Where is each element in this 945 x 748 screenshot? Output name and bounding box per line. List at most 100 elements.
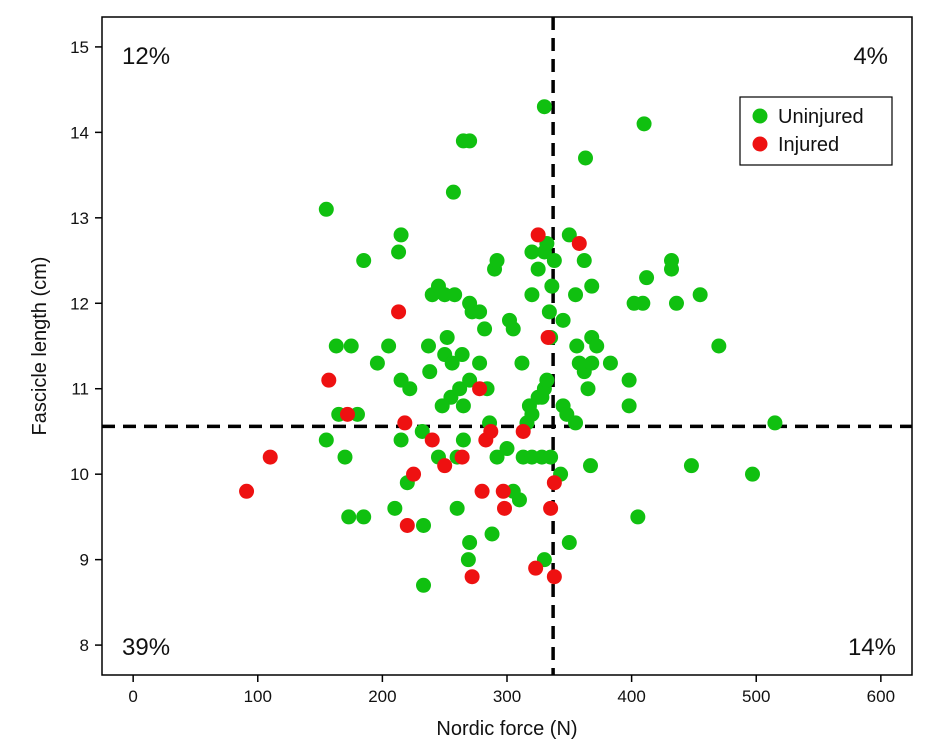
point-uninjured [543, 449, 559, 465]
point-uninjured [318, 201, 334, 217]
x-tick-label: 500 [742, 687, 770, 706]
point-injured [464, 569, 480, 585]
point-uninjured [460, 552, 476, 568]
point-injured [546, 475, 562, 491]
point-injured [399, 517, 415, 533]
point-injured [497, 500, 513, 516]
point-uninjured [536, 99, 552, 115]
point-injured [437, 458, 453, 474]
point-injured [454, 449, 470, 465]
y-tick-label: 13 [70, 209, 89, 228]
x-axis-title: Nordic force (N) [436, 718, 577, 740]
quadrant-label-bottom-left: 39% [122, 634, 170, 661]
point-uninjured [420, 338, 436, 354]
quadrant-label-top-right: 4% [853, 43, 888, 70]
point-uninjured [602, 355, 618, 371]
point-injured [528, 560, 544, 576]
point-uninjured [569, 338, 585, 354]
y-tick-label: 14 [70, 123, 89, 142]
point-uninjured [449, 500, 465, 516]
point-injured [406, 466, 422, 482]
point-uninjured [630, 509, 646, 525]
y-axis-title: Fascicle length (cm) [29, 257, 51, 436]
point-injured [424, 432, 440, 448]
y-tick-label: 15 [70, 38, 89, 57]
point-uninjured [568, 415, 584, 431]
legend-marker-uninjured [752, 108, 768, 124]
point-injured [474, 483, 490, 499]
point-uninjured [416, 577, 432, 593]
point-uninjured [635, 295, 651, 311]
x-tick-label: 400 [617, 687, 645, 706]
point-uninjured [434, 398, 450, 414]
legend-marker-injured [752, 136, 768, 152]
point-injured [530, 227, 546, 243]
point-uninjured [393, 432, 409, 448]
y-axis-ticks: 8 9 10 11 12 13 14 15 [70, 38, 102, 655]
quadrant-label-bottom-right: 14% [848, 634, 896, 661]
point-uninjured [589, 338, 605, 354]
point-uninjured [524, 406, 540, 422]
point-injured [515, 423, 531, 439]
point-injured [571, 235, 587, 251]
quadrant-label-top-left: 12% [122, 43, 170, 70]
point-uninjured [447, 287, 463, 303]
x-tick-label: 200 [368, 687, 396, 706]
point-uninjured [328, 338, 344, 354]
point-uninjured [555, 312, 571, 328]
point-uninjured [416, 517, 432, 533]
point-uninjured [472, 355, 488, 371]
point-uninjured [524, 244, 540, 260]
point-uninjured [544, 278, 560, 294]
legend-box [739, 96, 893, 166]
point-injured [543, 500, 559, 516]
point-uninjured [484, 526, 500, 542]
y-tick-label: 11 [71, 380, 89, 399]
point-uninjured [454, 347, 470, 363]
point-uninjured [580, 381, 596, 397]
point-uninjured [663, 253, 679, 269]
point-uninjured [472, 304, 488, 320]
point-injured [495, 483, 511, 499]
point-uninjured [711, 338, 727, 354]
point-uninjured [582, 458, 598, 474]
point-injured [321, 372, 337, 388]
point-uninjured [391, 244, 407, 260]
point-uninjured [584, 355, 600, 371]
legend: Uninjured Injured [739, 96, 893, 166]
point-injured [262, 449, 278, 465]
point-uninjured [337, 449, 353, 465]
point-uninjured [561, 535, 577, 551]
point-uninjured [452, 381, 468, 397]
point-uninjured [767, 415, 783, 431]
point-uninjured [387, 500, 403, 516]
point-uninjured [341, 509, 357, 525]
point-uninjured [621, 372, 637, 388]
point-uninjured [514, 355, 530, 371]
point-uninjured [414, 423, 430, 439]
point-uninjured [524, 287, 540, 303]
point-uninjured [356, 509, 372, 525]
y-tick-label: 8 [80, 636, 89, 655]
point-injured [483, 423, 499, 439]
point-uninjured [692, 287, 708, 303]
point-uninjured [524, 449, 540, 465]
point-uninjured [539, 372, 555, 388]
point-uninjured [530, 261, 546, 277]
point-uninjured [477, 321, 493, 337]
point-uninjured [505, 321, 521, 337]
point-uninjured [369, 355, 385, 371]
x-tick-label: 0 [128, 687, 137, 706]
point-injured [546, 569, 562, 585]
point-uninjured [445, 184, 461, 200]
point-uninjured [668, 295, 684, 311]
point-uninjured [462, 535, 478, 551]
x-axis-ticks: 0 100 200 300 400 500 600 [128, 675, 895, 706]
point-uninjured [422, 364, 438, 380]
point-uninjured [499, 441, 515, 457]
point-uninjured [541, 304, 557, 320]
data-points [239, 99, 783, 593]
point-uninjured [683, 458, 699, 474]
point-injured [339, 406, 355, 422]
